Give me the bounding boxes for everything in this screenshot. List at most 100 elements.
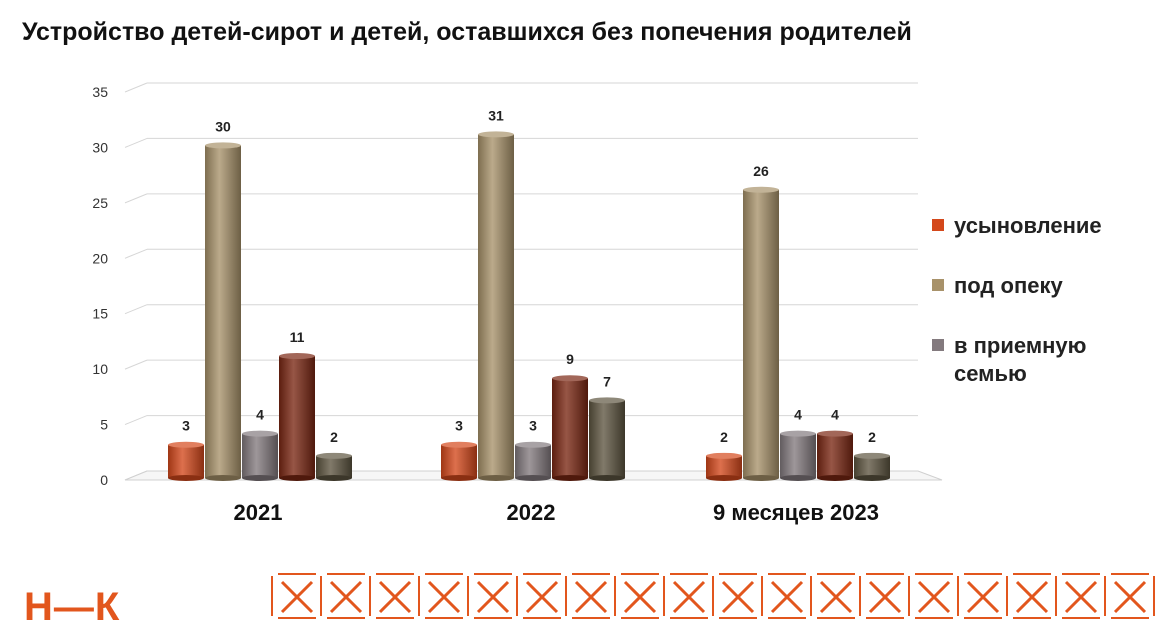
bar xyxy=(168,441,204,481)
pattern-cell xyxy=(957,573,1002,619)
bar xyxy=(316,452,352,481)
bar-body xyxy=(589,400,625,478)
bar-top xyxy=(589,397,625,404)
bar xyxy=(515,441,551,481)
data-label: 4 xyxy=(831,407,839,423)
pattern-cell xyxy=(712,573,757,619)
bar-top xyxy=(441,441,477,448)
bar-body xyxy=(854,455,890,478)
bar-body xyxy=(515,444,551,478)
bar-base xyxy=(515,475,551,481)
y-tick-label: 20 xyxy=(92,250,108,266)
decorative-x-pattern xyxy=(271,573,1155,619)
pattern-cell xyxy=(1055,573,1100,619)
y-tick-label: 25 xyxy=(92,195,108,211)
legend-swatch xyxy=(932,339,944,351)
x-category-label: 2022 xyxy=(507,500,556,525)
x-category-label: 2021 xyxy=(234,500,283,525)
bar-top xyxy=(706,452,742,459)
gridline-depth xyxy=(124,304,148,315)
bar-top xyxy=(780,430,816,437)
bar xyxy=(817,430,853,481)
gridline-depth xyxy=(124,82,148,93)
legend-label: усыновление xyxy=(954,213,1102,238)
bar-base xyxy=(817,475,853,481)
bar-base xyxy=(854,475,890,481)
bar xyxy=(552,375,588,481)
pattern-cell xyxy=(418,573,463,619)
bar-top xyxy=(515,441,551,448)
pattern-cell xyxy=(516,573,561,619)
legend-item: в приемную семью xyxy=(932,332,1134,388)
bar-body xyxy=(316,455,352,478)
legend-item: под опеку xyxy=(932,272,1134,300)
bar-base xyxy=(316,475,352,481)
bar-top xyxy=(817,430,853,437)
legend-swatch xyxy=(932,279,944,291)
bar-base xyxy=(205,475,241,481)
bar xyxy=(242,430,278,481)
data-label: 2 xyxy=(330,429,338,445)
bar-body xyxy=(817,433,853,478)
bar xyxy=(780,430,816,481)
pattern-cell xyxy=(467,573,512,619)
pattern-cell xyxy=(1104,573,1149,619)
bar-body xyxy=(743,189,779,478)
data-label: 11 xyxy=(290,329,305,345)
x-category-label: 9 месяцев 2023 xyxy=(713,500,879,525)
bar xyxy=(205,142,241,481)
gridline-depth xyxy=(124,415,148,426)
bar xyxy=(854,452,890,481)
bar-top xyxy=(552,375,588,382)
data-label: 2 xyxy=(868,429,876,445)
bar-body xyxy=(706,455,742,478)
bar-body xyxy=(279,356,315,478)
y-tick-label: 35 xyxy=(92,84,108,100)
y-tick-label: 30 xyxy=(92,139,108,155)
bar-base xyxy=(780,475,816,481)
bar-top xyxy=(205,142,241,149)
bar-base xyxy=(441,475,477,481)
bar-base xyxy=(168,475,204,481)
bar-top xyxy=(743,186,779,193)
pattern-cell xyxy=(761,573,806,619)
legend-label: под опеку xyxy=(954,273,1063,298)
bar-body xyxy=(478,134,514,479)
gridline-depth xyxy=(124,193,148,204)
legend-item: усыновление xyxy=(932,212,1134,240)
data-label: 26 xyxy=(753,163,769,179)
gridline-depth xyxy=(124,248,148,259)
data-label: 3 xyxy=(182,418,190,434)
data-label: 4 xyxy=(256,407,264,423)
data-label: 9 xyxy=(566,351,574,367)
pattern-cell xyxy=(908,573,953,619)
gridline-depth xyxy=(124,359,148,370)
pattern-cell xyxy=(810,573,855,619)
y-tick-label: 0 xyxy=(100,472,108,488)
y-tick-label: 10 xyxy=(92,361,108,377)
bar-base xyxy=(589,475,625,481)
data-label: 2 xyxy=(720,429,728,445)
data-label: 31 xyxy=(488,107,504,123)
data-label: 3 xyxy=(455,418,463,434)
bar xyxy=(743,186,779,481)
pattern-cell xyxy=(663,573,708,619)
y-tick-label: 5 xyxy=(100,417,108,433)
bar-base xyxy=(743,475,779,481)
bar-body xyxy=(552,378,588,478)
pattern-cell xyxy=(271,573,316,619)
bar xyxy=(589,397,625,481)
bar xyxy=(706,452,742,481)
data-label: 4 xyxy=(794,407,802,423)
pattern-cell xyxy=(1006,573,1051,619)
bar xyxy=(441,441,477,481)
bar-body xyxy=(168,444,204,478)
pattern-cell xyxy=(565,573,610,619)
bar-body xyxy=(441,444,477,478)
bar-top xyxy=(316,452,352,459)
bar xyxy=(279,353,315,481)
bar-chart: 0 5 10 15 20 25 30 35 3 30 4 11 2 2021 3 31 3 9 7 2022 2 26 4 4… xyxy=(92,82,943,525)
pattern-cell xyxy=(320,573,365,619)
bar-top xyxy=(854,452,890,459)
bar-base xyxy=(552,475,588,481)
